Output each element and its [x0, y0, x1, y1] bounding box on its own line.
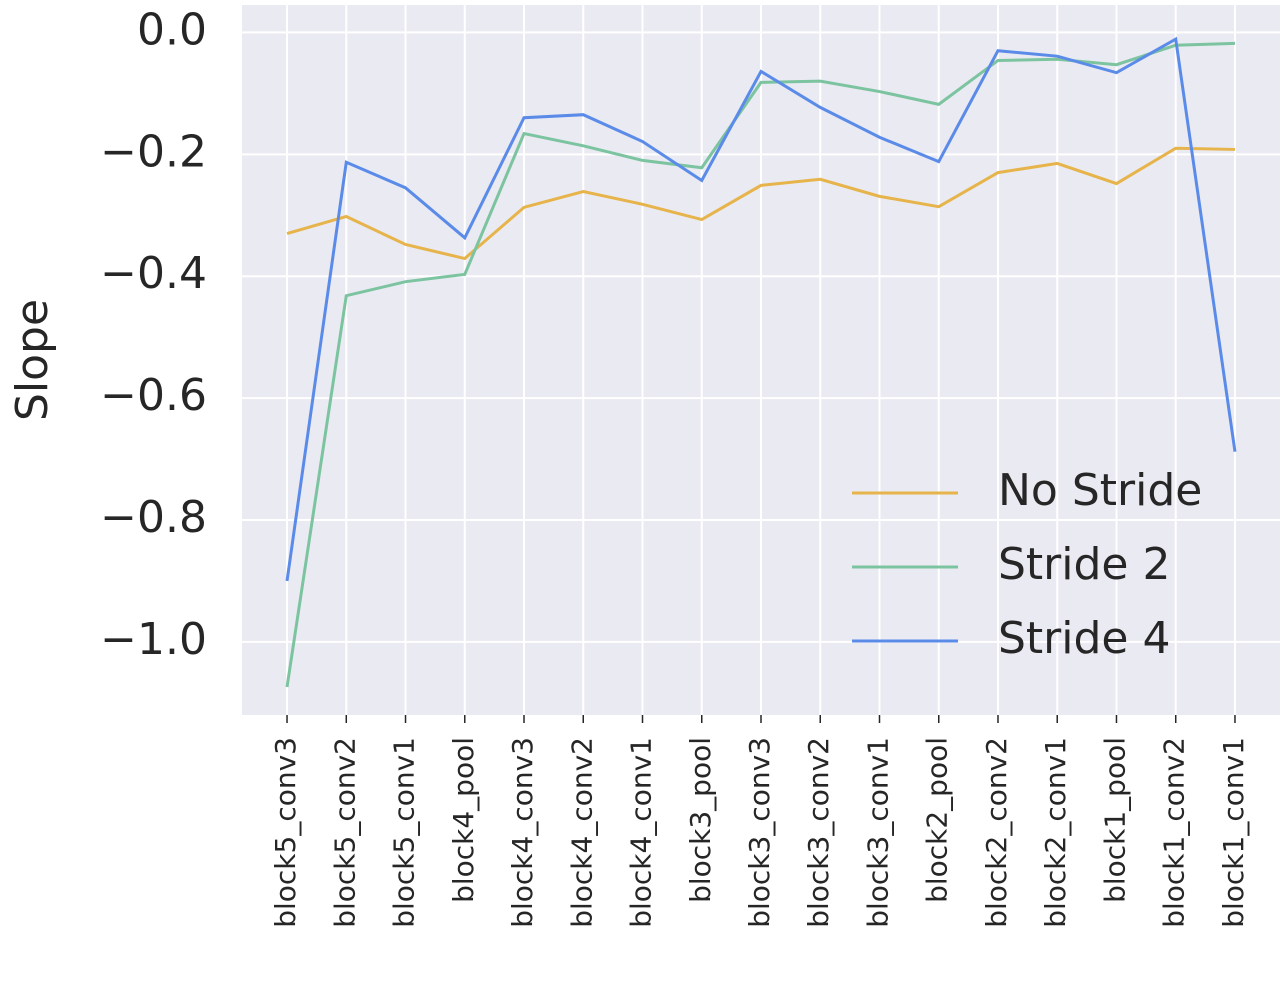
x-tick-label: block3_conv3 — [743, 737, 776, 928]
x-tick-label: block1_conv2 — [1158, 737, 1191, 928]
y-tick-label: −0.2 — [100, 126, 207, 177]
x-tick-label: block5_conv1 — [388, 737, 421, 928]
x-tick-label: block2_pool — [921, 737, 954, 903]
x-tick-label: block5_conv3 — [269, 737, 302, 928]
y-tick-label: −0.4 — [100, 248, 207, 299]
x-tick-label: block4_conv1 — [625, 737, 658, 928]
x-tick-label: block4_pool — [447, 737, 480, 903]
series-line — [285, 36, 1237, 582]
y-tick-label: 0.0 — [137, 4, 207, 55]
x-tick-label: block1_pool — [1098, 737, 1131, 903]
x-tick-label: block1_conv1 — [1217, 737, 1250, 928]
x-tick-label: block3_conv2 — [802, 737, 835, 928]
legend-label: Stride 2 — [998, 539, 1170, 590]
y-tick-label: −1.0 — [100, 614, 207, 665]
x-tick-label: block3_pool — [684, 737, 717, 903]
x-tick-label: block3_conv1 — [861, 737, 894, 928]
legend-label: No Stride — [998, 465, 1202, 516]
legend-label: Stride 4 — [998, 613, 1170, 664]
series-line — [286, 146, 1236, 261]
x-tick-label: block5_conv2 — [328, 737, 361, 928]
x-tick-label: block2_conv2 — [980, 737, 1013, 928]
x-tick-label: block4_conv2 — [565, 737, 598, 928]
y-axis-label: Slope — [7, 299, 58, 421]
x-tick-label: block2_conv1 — [1039, 737, 1072, 928]
y-tick-label: −0.8 — [100, 492, 207, 543]
x-tick-label: block4_conv3 — [506, 737, 539, 928]
y-tick-label: −0.6 — [100, 370, 207, 421]
